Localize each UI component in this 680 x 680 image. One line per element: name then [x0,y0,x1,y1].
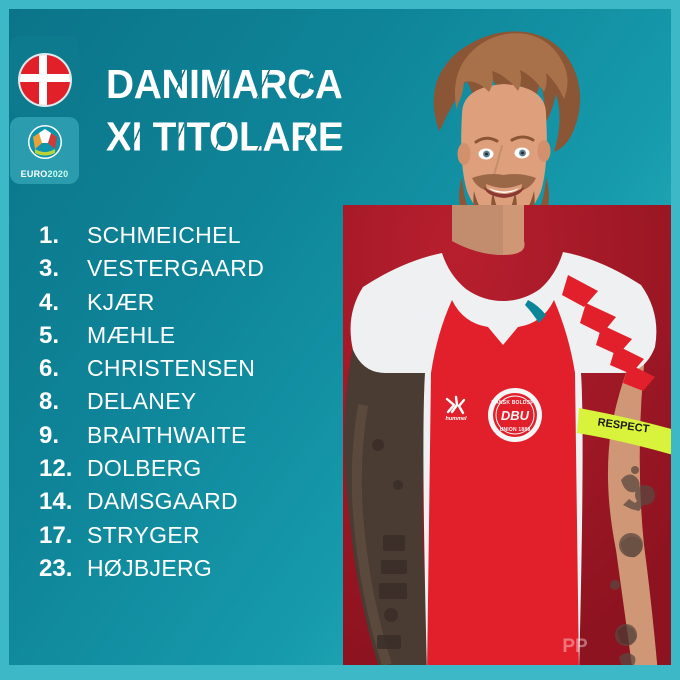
svg-text:hummel: hummel [445,416,467,422]
svg-text:PP: PP [562,636,588,657]
svg-text:UNION 1889: UNION 1889 [500,427,531,433]
svg-text:DBU: DBU [501,408,530,423]
svg-text:DANSK BOLDSPIL: DANSK BOLDSPIL [491,400,538,406]
